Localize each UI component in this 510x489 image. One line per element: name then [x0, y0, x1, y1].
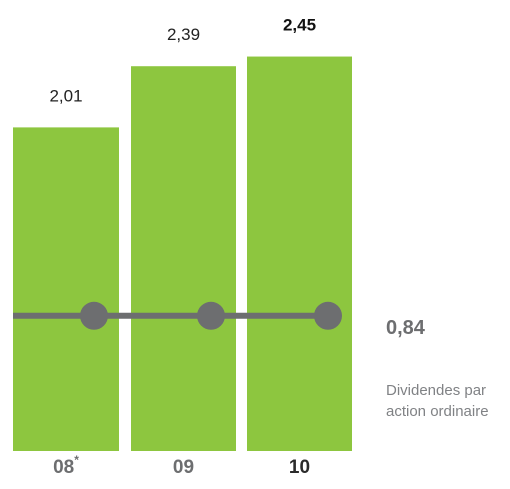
- dividend-point-08: [80, 301, 108, 330]
- x-tick-label-09: 09: [173, 457, 194, 478]
- dividend-value-label: 0,84: [386, 317, 426, 339]
- dividend-legend-line-1: Dividendes par: [386, 382, 486, 399]
- bar-value-labels: 2,01 2,39 2,45: [49, 16, 316, 106]
- dividend-point-10: [314, 301, 342, 330]
- dividend-point-09: [197, 301, 225, 330]
- bar-series: [13, 56, 352, 452]
- x-tick-footnote-mark: *: [74, 453, 79, 467]
- x-tick-label-08: 08*: [53, 453, 79, 478]
- dividend-line-labels: 0,84 Dividendes par action ordinaire: [386, 317, 489, 420]
- x-tick-label-10: 10: [289, 457, 310, 478]
- bar-08: [13, 127, 119, 451]
- bar-value-label-09: 2,39: [167, 25, 200, 44]
- dividend-line-series: [13, 301, 342, 330]
- dividend-legend-line-2: action ordinaire: [386, 403, 489, 420]
- x-axis-tick-labels: 08* 09 10: [53, 453, 310, 478]
- bar-09: [131, 66, 236, 452]
- bar-10: [247, 56, 352, 452]
- bar-value-label-10: 2,45: [283, 16, 316, 35]
- bar-value-label-08: 2,01: [49, 86, 82, 105]
